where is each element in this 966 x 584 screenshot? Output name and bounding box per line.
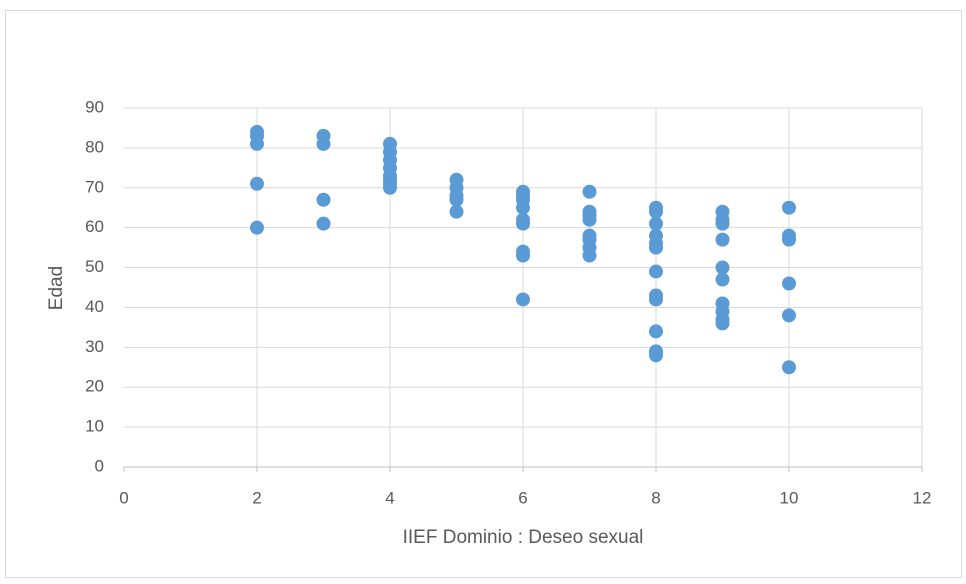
scatter-point <box>715 232 730 247</box>
x-tick-label: 10 <box>780 488 799 507</box>
x-tick-label: 2 <box>252 488 261 507</box>
y-tick-label: 20 <box>85 377 104 396</box>
x-tick-label: 4 <box>385 488 394 507</box>
scatter-point <box>516 248 530 263</box>
x-tick-label: 6 <box>518 488 527 507</box>
scatter-point <box>649 240 663 255</box>
scatter-point <box>582 248 597 263</box>
scatter-point <box>715 260 730 275</box>
scatter-point <box>649 324 663 339</box>
scatter-point <box>516 292 530 307</box>
scatter-point <box>316 192 331 207</box>
scatter-point <box>516 216 530 231</box>
scatter-point <box>250 176 264 191</box>
y-tick-label: 80 <box>85 137 104 156</box>
y-axis-label: Edad <box>46 266 67 310</box>
scatter-point <box>582 184 597 199</box>
scatter-point <box>782 308 796 323</box>
y-tick-label: 10 <box>85 417 104 436</box>
scatter-point <box>715 216 730 231</box>
scatter-point <box>449 192 464 207</box>
scatter-point <box>649 264 663 279</box>
scatter-point <box>782 360 796 375</box>
y-tick-label: 40 <box>85 297 104 316</box>
scatter-point <box>383 180 397 195</box>
scatter-point <box>715 272 730 287</box>
scatter-point <box>782 276 796 291</box>
scatter-point <box>449 204 464 219</box>
scatter-point <box>782 232 796 247</box>
scatter-point <box>316 216 331 231</box>
x-tick-label: 8 <box>651 488 660 507</box>
scatter-point <box>649 216 663 231</box>
y-tick-label: 60 <box>85 217 104 236</box>
x-axis-label: IIEF Dominio : Deseo sexual <box>403 527 644 548</box>
scatter-point <box>649 204 663 219</box>
scatter-point <box>715 316 730 331</box>
scatter-point <box>649 292 663 307</box>
x-tick-label: 12 <box>913 488 932 507</box>
scatter-point <box>582 212 597 227</box>
scatter-point <box>516 200 530 215</box>
y-tick-label: 70 <box>85 177 104 196</box>
scatter-point <box>250 220 264 235</box>
scatter-point <box>782 200 796 215</box>
chart-border <box>5 10 962 578</box>
scatter-point <box>649 348 663 363</box>
y-tick-label: 50 <box>85 257 104 276</box>
scatter-point <box>250 136 264 151</box>
scatter-point <box>316 136 331 151</box>
y-tick-label: 90 <box>85 97 104 116</box>
x-tick-label: 0 <box>119 488 128 507</box>
y-tick-label: 30 <box>85 337 104 356</box>
y-tick-label: 0 <box>95 456 104 475</box>
